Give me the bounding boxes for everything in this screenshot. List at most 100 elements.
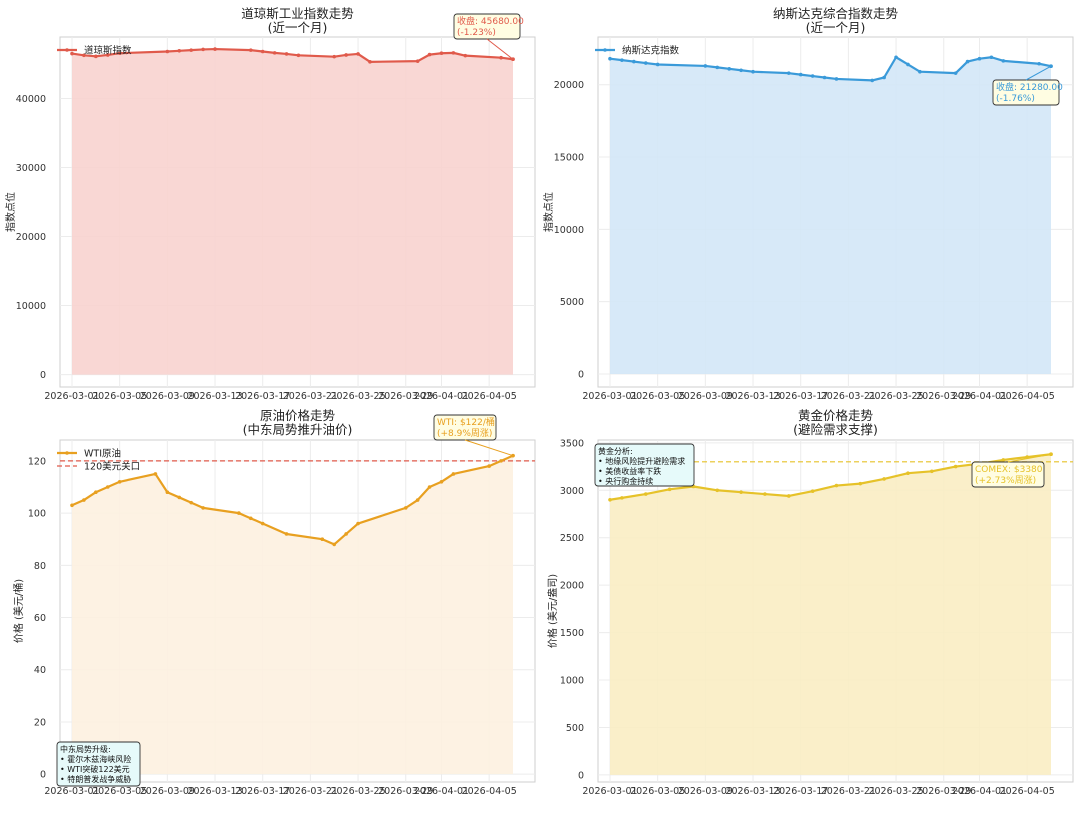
x-tick-label: 2026-04-01 — [952, 786, 1007, 797]
data-point — [320, 537, 325, 542]
data-point — [822, 75, 827, 80]
y-axis-label: 指数点位 — [542, 192, 555, 232]
x-tick-label: 2026-03-05 — [630, 391, 685, 402]
legend: 道琼斯指数 — [57, 45, 132, 57]
info-box — [56, 741, 141, 787]
data-point — [918, 69, 922, 74]
info-box — [594, 443, 695, 487]
callout-arrow — [464, 439, 514, 457]
data-point — [667, 487, 672, 492]
y-tick-label: 1000 — [560, 676, 584, 687]
data-point — [727, 67, 731, 71]
x-tick-label: 2026-03-01 — [44, 786, 99, 797]
data-point — [1037, 61, 1041, 66]
data-point — [620, 496, 624, 500]
data-point — [906, 62, 910, 67]
series-line — [71, 47, 514, 63]
callout-text: (-1.76%) — [996, 94, 1035, 104]
data-point — [70, 51, 74, 56]
y-tick-label: 120 — [28, 456, 46, 467]
data-point — [189, 500, 193, 505]
callout-text: 收盘: 21280.00 — [996, 81, 1063, 93]
x-tick-label: 2026-03-21 — [283, 786, 338, 797]
y-tick-label: 0 — [578, 770, 584, 781]
data-point — [201, 47, 205, 52]
x-tick-label: 2026-03-13 — [725, 391, 780, 402]
y-tick-label: 10000 — [554, 225, 584, 236]
data-point — [632, 59, 636, 64]
series-area — [72, 49, 513, 375]
data-point — [356, 52, 360, 56]
y-tick-label: 20 — [34, 717, 46, 728]
x-tick-label: 2026-03-29 — [916, 786, 971, 797]
x-tick-label: 2026-03-01 — [582, 786, 637, 797]
data-point — [882, 477, 886, 481]
data-point — [237, 511, 241, 515]
data-point — [368, 60, 372, 64]
callout-arrow-head — [511, 57, 515, 62]
data-point — [332, 542, 337, 547]
data-point — [344, 532, 348, 536]
y-tick-label: 80 — [34, 561, 46, 572]
x-tick-label: 2026-03-17 — [773, 391, 828, 402]
data-point — [953, 464, 958, 469]
series-area — [610, 57, 1051, 374]
x-tick-label: 2026-03-13 — [187, 391, 242, 402]
x-tick-label: 2026-03-21 — [821, 391, 876, 402]
y-axis-label: 价格 (美元/桶) — [12, 579, 25, 643]
x-tick-label: 2026-03-09 — [140, 786, 195, 797]
info-text: • 特朗普发战争威胁 — [60, 774, 131, 784]
y-tick-label: 0 — [578, 369, 584, 380]
data-point — [786, 494, 791, 498]
data-point — [655, 62, 660, 67]
data-point — [763, 492, 767, 496]
data-point — [715, 488, 720, 493]
data-point — [786, 71, 791, 75]
data-point — [296, 53, 301, 58]
data-point — [463, 53, 468, 58]
data-point — [332, 54, 337, 59]
data-point — [117, 479, 122, 484]
legend-label: 120美元关口 — [84, 461, 140, 473]
callout-arrow — [1007, 453, 1052, 463]
y-tick-label: 10000 — [16, 301, 46, 312]
x-tick-label: 2026-03-21 — [821, 786, 876, 797]
legend-label: 纳斯达克指数 — [622, 45, 680, 57]
callout-text: (-1.23%) — [457, 28, 496, 38]
x-tick-label: 2026-03-09 — [678, 391, 733, 402]
data-point — [703, 64, 708, 68]
info-text: • 霍尔木兹海峡风险 — [60, 754, 131, 764]
data-point — [415, 59, 420, 63]
data-point — [427, 485, 432, 489]
series-area — [610, 454, 1051, 775]
y-tick-label: 5000 — [560, 297, 584, 308]
y-tick-label: 60 — [34, 613, 46, 624]
data-point — [906, 471, 910, 476]
callout-arrow-head — [1049, 64, 1053, 69]
y-tick-label: 1500 — [560, 628, 584, 639]
x-tick-label: 2026-04-01 — [952, 391, 1007, 402]
data-point — [499, 459, 503, 463]
x-tick-label: 2026-04-01 — [414, 786, 469, 797]
chart-subtitle: (中东局势推升油价) — [243, 422, 353, 437]
chart-panel-3: 0204060801001202026-03-012026-03-052026-… — [12, 408, 536, 797]
legend-marker — [65, 48, 69, 52]
chart-subtitle: (近一个月) — [806, 20, 866, 35]
x-tick-label: 2026-03-29 — [378, 391, 433, 402]
data-point — [810, 489, 815, 494]
data-point — [177, 49, 182, 53]
data-point — [105, 53, 110, 57]
data-point — [82, 53, 86, 58]
data-point — [177, 495, 182, 500]
chart-subtitle: (避险需求支撑) — [793, 422, 878, 437]
data-point — [260, 521, 265, 526]
data-point — [105, 485, 110, 489]
data-point — [82, 498, 86, 502]
legend-marker — [65, 451, 69, 455]
data-point — [284, 532, 289, 536]
callout-arrow — [486, 38, 514, 60]
info-text: • WTI突破122美元 — [60, 764, 130, 774]
x-tick-label: 2026-03-05 — [92, 391, 147, 402]
